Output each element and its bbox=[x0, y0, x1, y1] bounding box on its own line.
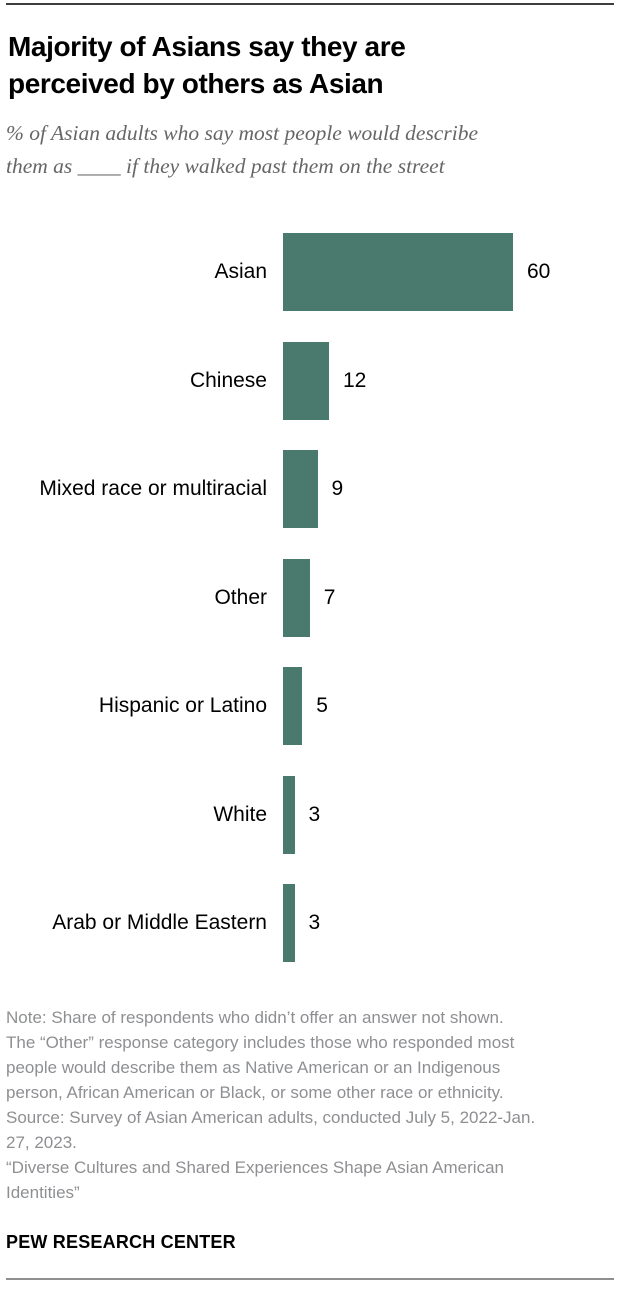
bottom-spacer bbox=[6, 1253, 614, 1278]
category-label: Hispanic or Latino bbox=[98, 694, 267, 718]
top-rule bbox=[6, 3, 614, 5]
note-and-source-text: Note: Share of respondents who didn’t of… bbox=[6, 1007, 536, 1202]
category-label: White bbox=[213, 802, 267, 826]
value-label: 3 bbox=[308, 802, 321, 826]
value-label: 60 bbox=[527, 260, 551, 284]
category-label: Arab or Middle Eastern bbox=[52, 911, 267, 935]
value-label: 7 bbox=[323, 585, 336, 609]
category-label: Mixed race or multiracial bbox=[39, 477, 267, 501]
bar bbox=[283, 233, 513, 312]
bar-chart: Asian 60 Chinese 12 Mixed race or multiracia… bbox=[6, 218, 614, 978]
value-label: 5 bbox=[316, 694, 328, 718]
chart-row: Mixed race or multiracial 9 bbox=[6, 435, 614, 544]
value-label: 3 bbox=[308, 911, 321, 935]
chart-title: Majority of Asians say they are perceive… bbox=[8, 31, 406, 99]
chart-row: Chinese 12 bbox=[6, 327, 614, 436]
bar bbox=[283, 341, 329, 420]
value-label: 12 bbox=[343, 368, 367, 392]
pew-research-center-wordmark: PEW RESEARCH CENTER bbox=[6, 1231, 236, 1252]
pew-chart-card: Majority of Asians say they are perceive… bbox=[0, 3, 620, 1280]
bar bbox=[283, 558, 310, 637]
category-label: Other bbox=[214, 585, 267, 609]
bar bbox=[283, 667, 303, 746]
chart-row: Other 7 bbox=[6, 544, 614, 653]
chart-row: Asian 60 bbox=[6, 218, 614, 327]
bar bbox=[283, 450, 318, 529]
category-label: Asian bbox=[214, 260, 267, 284]
bar bbox=[283, 884, 295, 963]
bar bbox=[283, 775, 295, 854]
chart-row: Hispanic or Latino 5 bbox=[6, 652, 614, 761]
bottom-rule bbox=[6, 1277, 614, 1280]
chart-row: Arab or Middle Eastern 3 bbox=[6, 869, 614, 978]
chart-row: White 3 bbox=[6, 761, 614, 870]
chart-subtitle: % of Asian adults who say most people wo… bbox=[6, 121, 478, 178]
value-label: 9 bbox=[331, 477, 344, 501]
category-label: Chinese bbox=[189, 368, 267, 392]
